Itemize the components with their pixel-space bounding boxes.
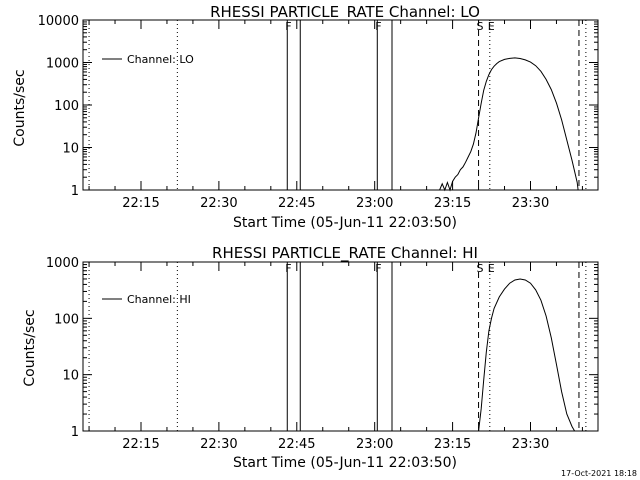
series-line	[478, 278, 576, 432]
legend-label: Channel: LO	[127, 53, 194, 66]
y-axis-label: Counts/sec	[22, 309, 38, 386]
x-axis-label: Start Time (05-Jun-11 22:03:50)	[233, 455, 457, 471]
event-marker-label: F	[375, 20, 381, 33]
x-tick-label: 22:30	[200, 196, 237, 211]
y-axis-label: Counts/sec	[12, 69, 28, 146]
chart-title: RHESSI PARTICLE_RATE Channel: HI	[212, 244, 478, 263]
y-tick-label: 100	[54, 312, 79, 327]
chart-panel-hi: RHESSI PARTICLE_RATE Channel: HI Start T…	[22, 244, 599, 471]
x-axis-label: Start Time (05-Jun-11 22:03:50)	[233, 215, 457, 231]
series-line	[439, 57, 579, 192]
event-marker-label: F	[375, 262, 381, 275]
x-tick-label: 22:15	[122, 437, 159, 452]
x-tick-label: 23:30	[512, 196, 549, 211]
x-tick-label: 22:45	[278, 196, 315, 211]
chart-title: RHESSI PARTICLE_RATE Channel: LO	[210, 3, 480, 22]
plot-frame	[82, 261, 599, 432]
event-marker-label: F	[285, 262, 291, 275]
event-marker-label: F	[285, 20, 291, 33]
chart-panel-lo: RHESSI PARTICLE_RATE Channel: LO Start T…	[12, 3, 599, 231]
plot-frame	[82, 19, 599, 191]
x-tick-label: 23:00	[356, 437, 393, 452]
y-tick-label: 1000	[46, 57, 79, 72]
x-tick-label: 23:15	[434, 196, 471, 211]
event-marker-label: E	[488, 262, 495, 275]
x-tick-label: 23:30	[512, 437, 549, 452]
x-tick-label: 22:45	[278, 437, 315, 452]
y-tick-label: 1000	[46, 256, 79, 271]
y-tick-label: 10	[62, 369, 79, 384]
y-tick-label: 10000	[38, 14, 79, 29]
event-marker-label: S	[477, 262, 484, 275]
x-tick-label: 23:00	[356, 196, 393, 211]
y-tick-label: 1	[71, 184, 79, 199]
footer-timestamp: 17-Oct-2021 18:18	[561, 469, 637, 478]
x-tick-label: 22:15	[122, 196, 159, 211]
event-marker-label: S	[477, 20, 484, 33]
x-tick-label: 23:15	[434, 437, 471, 452]
event-marker-label: E	[488, 20, 495, 33]
y-tick-label: 100	[54, 99, 79, 114]
legend-label: Channel: HI	[127, 293, 191, 306]
x-tick-label: 22:30	[200, 437, 237, 452]
y-tick-label: 1	[71, 425, 79, 440]
y-tick-label: 10	[62, 142, 79, 157]
